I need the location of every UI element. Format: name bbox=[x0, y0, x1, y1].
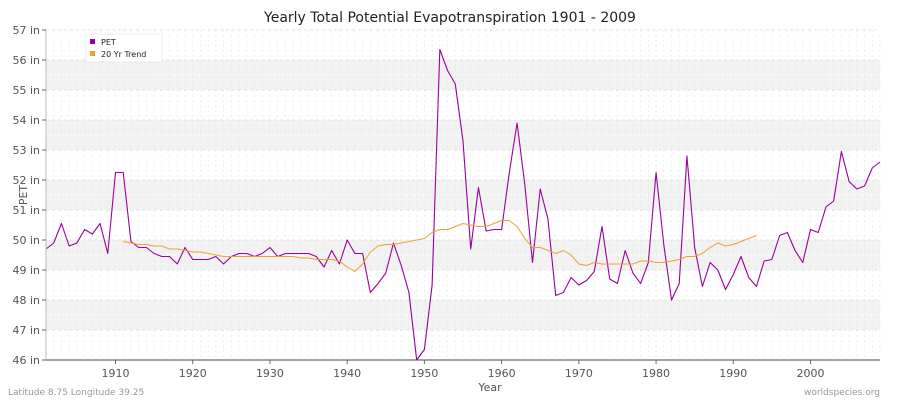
y-tick-label: 51 in bbox=[12, 204, 40, 217]
series-line-trend bbox=[123, 220, 757, 272]
y-tick-label: 54 in bbox=[12, 114, 40, 127]
x-tick-label: 1960 bbox=[488, 367, 516, 380]
y-tick-label: 56 in bbox=[12, 54, 40, 67]
y-tick-label: 57 in bbox=[12, 24, 40, 37]
x-tick-label: 1920 bbox=[179, 367, 207, 380]
x-tick-label: 1990 bbox=[719, 367, 747, 380]
y-tick-label: 49 in bbox=[12, 264, 40, 277]
y-tick-label: 53 in bbox=[12, 144, 40, 157]
x-tick-label: 1930 bbox=[256, 367, 284, 380]
x-tick-label: 1980 bbox=[642, 367, 670, 380]
y-tick-label: 48 in bbox=[12, 294, 40, 307]
footer-location: Latitude 8.75 Longitude 39.25 bbox=[8, 388, 144, 398]
legend-swatch-trend bbox=[90, 51, 95, 56]
grid-lines bbox=[45, 29, 881, 361]
x-tick-label: 2000 bbox=[797, 367, 825, 380]
footer-source: worldspecies.org bbox=[804, 388, 880, 398]
y-tick-label: 55 in bbox=[12, 84, 40, 97]
chart-title: Yearly Total Potential Evapotranspiratio… bbox=[263, 10, 636, 26]
y-tick-label: 52 in bbox=[12, 174, 40, 187]
legend-box bbox=[85, 33, 163, 63]
series-line-pet bbox=[45, 48, 881, 361]
legend-swatch-pet bbox=[90, 39, 95, 44]
y-tick-label: 47 in bbox=[12, 324, 40, 337]
legend-label-trend: 20 Yr Trend bbox=[101, 50, 146, 59]
axes: 46 in 47 in 48 in 49 in 50 in 51 in 52 in 53 in… bbox=[12, 24, 880, 380]
y-tick-label: 46 in bbox=[12, 354, 40, 367]
series-layer bbox=[45, 48, 881, 361]
legend-label-pet: PET bbox=[101, 38, 116, 47]
x-axis-label: Year bbox=[477, 381, 502, 394]
x-tick-label: 1940 bbox=[333, 367, 361, 380]
y-axis-label: PET bbox=[17, 185, 30, 206]
legend: PET 20 Yr Trend bbox=[85, 33, 163, 63]
x-tick-label: 1970 bbox=[565, 367, 593, 380]
y-tick-label: 50 in bbox=[12, 234, 40, 247]
x-tick-label: 1910 bbox=[102, 367, 130, 380]
x-tick-label: 1950 bbox=[410, 367, 438, 380]
